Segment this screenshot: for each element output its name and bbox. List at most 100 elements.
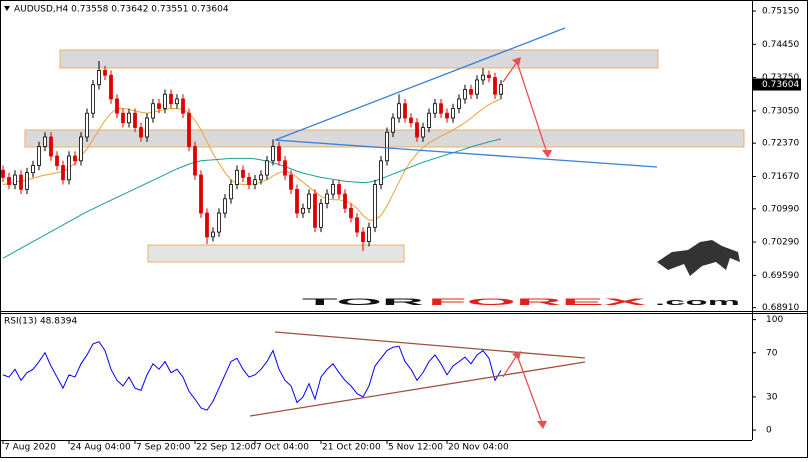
- candle-body: [307, 193, 311, 209]
- candle-body: [103, 70, 107, 76]
- rsi-tick-label: 70: [766, 348, 778, 358]
- candle-body: [415, 122, 419, 138]
- resistance-zone: [59, 49, 659, 69]
- rsi-tick-label: 0: [766, 426, 772, 436]
- rsi-tick-label: 30: [766, 392, 778, 402]
- candle-body: [175, 98, 179, 105]
- last-price-label: 0.73604: [762, 80, 799, 90]
- moving-average: [2, 98, 502, 221]
- y-tick-label: 0.69590: [762, 271, 799, 281]
- candle-body: [277, 146, 281, 162]
- candle-body: [67, 155, 71, 181]
- candle-body: [409, 117, 413, 124]
- candle-body: [469, 89, 473, 95]
- candle-body: [259, 174, 263, 181]
- candle-body: [19, 174, 23, 190]
- candle-body: [241, 169, 245, 178]
- chart-title: AUDUSD,H4 0.73558 0.73642 0.73551 0.7360…: [14, 5, 229, 15]
- candle-body: [325, 193, 329, 204]
- rsi-trend-line: [249, 361, 586, 417]
- arrow-head: [512, 57, 521, 66]
- last-price-box: [753, 78, 801, 91]
- candle-body: [61, 165, 65, 181]
- candle-body: [421, 127, 425, 138]
- candle-body: [427, 112, 431, 128]
- candle-body: [193, 146, 197, 176]
- candle-body: [463, 89, 467, 100]
- watermark: TOR FOREX .com: [302, 240, 740, 307]
- candle-body: [115, 98, 119, 114]
- watermark-text: .com: [655, 297, 740, 307]
- rsi-tick-label: 100: [766, 315, 783, 325]
- candle-body: [49, 136, 53, 157]
- moving-average: [2, 138, 502, 259]
- candle-body: [283, 160, 287, 176]
- bull-icon: [657, 240, 740, 276]
- watermark-text: TOR: [302, 297, 427, 307]
- candle-body: [373, 184, 377, 228]
- candle-body: [13, 174, 17, 185]
- candle-body: [151, 103, 155, 119]
- x-tick-label: 24 Aug 04:00: [70, 443, 131, 453]
- candle-body: [349, 207, 353, 219]
- candle-body: [55, 155, 59, 166]
- candle-body: [73, 155, 77, 162]
- candle-body: [337, 184, 341, 195]
- candle-body: [97, 70, 101, 86]
- candle-body: [121, 112, 125, 124]
- candle-body: [169, 93, 173, 105]
- candle-body: [451, 108, 455, 119]
- candle-body: [397, 103, 401, 119]
- candle-body: [289, 174, 293, 190]
- y-tick-label: 0.68910: [762, 303, 799, 313]
- arrow-head: [512, 351, 521, 360]
- candle-body: [199, 174, 203, 214]
- candle-body: [433, 103, 437, 114]
- y-tick-label: 0.71670: [762, 172, 799, 182]
- candle-body: [313, 193, 317, 228]
- candle-body: [445, 112, 449, 119]
- rsi-line: [2, 341, 502, 411]
- candle-body: [343, 193, 347, 209]
- candle-body: [229, 184, 233, 200]
- candle-body: [361, 231, 365, 242]
- candle-body: [43, 136, 47, 147]
- candle-body: [25, 172, 29, 190]
- candle-body: [367, 226, 371, 242]
- candle-body: [223, 198, 227, 214]
- candle-body: [187, 112, 191, 147]
- candle-body: [31, 165, 35, 174]
- support-zone: [24, 129, 745, 148]
- y-tick-label: 0.73050: [762, 106, 799, 116]
- candle-body: [205, 212, 209, 238]
- annotations: [249, 27, 658, 429]
- candle-body: [247, 177, 251, 185]
- plot: [1, 60, 503, 411]
- candle-body: [355, 217, 359, 233]
- candle-body: [139, 127, 143, 138]
- candle-body: [127, 112, 131, 124]
- trend-line: [274, 139, 658, 168]
- candle-body: [7, 177, 11, 185]
- zones: [24, 49, 745, 263]
- x-tick-label: 20 Nov 04:00: [448, 443, 509, 453]
- y-tick-label: 0.75150: [762, 7, 799, 17]
- y-tick-label: 0.70290: [762, 238, 799, 248]
- candle-body: [145, 117, 149, 138]
- candle-body: [91, 84, 95, 114]
- candle-body: [457, 98, 461, 109]
- candle-body: [493, 77, 497, 95]
- candle-body: [391, 117, 395, 133]
- y-tick-label: 0.74450: [762, 40, 799, 50]
- candle-body: [301, 207, 305, 214]
- candle-body: [487, 74, 491, 78]
- candle-body: [439, 103, 443, 114]
- x-tick-label: 21 Oct 20:00: [322, 443, 381, 453]
- watermark-text: FOREX: [428, 297, 646, 307]
- low-zone: [147, 244, 405, 263]
- candle-body: [319, 203, 323, 228]
- candle-body: [211, 231, 215, 238]
- candle-body: [331, 184, 335, 195]
